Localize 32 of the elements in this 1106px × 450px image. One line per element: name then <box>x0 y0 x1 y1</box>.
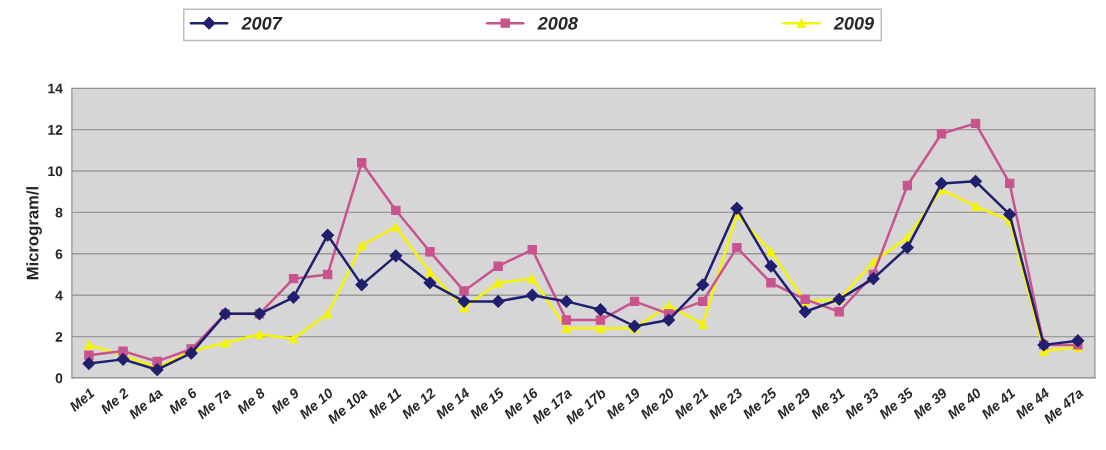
x-tick-label: Me 20 <box>639 387 676 420</box>
legend-label: 2008 <box>537 16 578 30</box>
x-tick-label: Me 31 <box>810 387 846 420</box>
y-tick-label: 4 <box>55 290 63 301</box>
y-axis-title: Microgram/l <box>26 187 42 280</box>
y-tick-label: 8 <box>55 207 63 218</box>
x-tick-label: Me 9 <box>270 387 301 415</box>
legend-label: 2007 <box>241 16 283 30</box>
x-tick-label: Me 21 <box>673 387 709 420</box>
x-tick-label: Me 39 <box>912 387 948 420</box>
x-tick-label: Me 6 <box>168 387 198 415</box>
x-tick-label: Me 29 <box>775 387 812 420</box>
x-tick-label: Me 33 <box>844 387 880 420</box>
x-tick-label: Me 35 <box>878 387 915 420</box>
y-tick-label: 14 <box>48 83 63 94</box>
y-tick-label: 6 <box>55 249 63 259</box>
x-tick-label: Me 4a <box>128 387 164 420</box>
x-tick-label: Me 15 <box>469 387 505 420</box>
x-tick-label: Me 11 <box>367 387 402 419</box>
x-tick-label: Me 19 <box>605 387 642 420</box>
y-tick-label: 0 <box>55 373 63 384</box>
x-tick-label: Me 25 <box>741 387 778 420</box>
y-tick-label: 10 <box>48 166 63 177</box>
x-tick-label: Me 41 <box>980 387 1016 420</box>
x-tick-label: Me 14 <box>435 387 471 420</box>
y-tick-label: 12 <box>48 124 63 135</box>
legend-label: 2009 <box>833 16 874 30</box>
x-tick-label: Me 8 <box>236 387 266 415</box>
x-tick-label: Me 2 <box>99 387 130 415</box>
y-tick-label: 2 <box>55 331 63 342</box>
x-tick-label: Me 40 <box>946 387 983 420</box>
x-tick-label: Me 7a <box>196 387 232 420</box>
